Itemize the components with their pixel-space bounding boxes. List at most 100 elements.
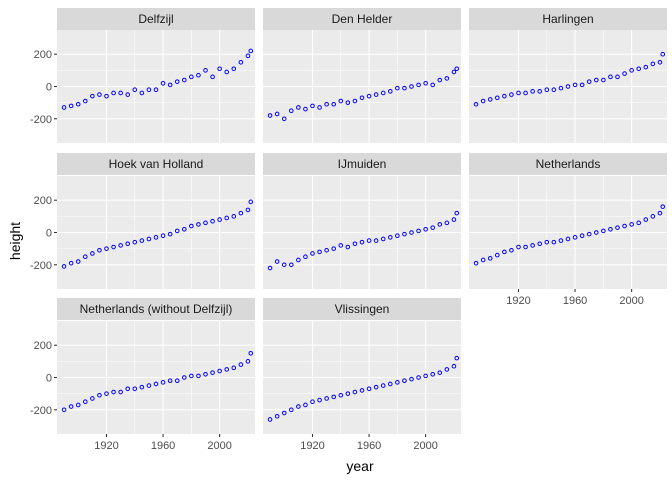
data-point [267, 113, 273, 118]
data-point [551, 87, 557, 93]
data-point [444, 76, 450, 81]
data-point [395, 233, 400, 239]
x-tick-label: 1960 [563, 295, 587, 307]
data-point [387, 235, 393, 240]
data-point [494, 95, 500, 101]
data-point [238, 362, 244, 367]
data-point [430, 371, 436, 377]
facet-strip-label: IJmuiden [338, 157, 387, 171]
data-point [537, 241, 543, 247]
data-point [437, 222, 443, 227]
data-point [281, 262, 287, 268]
data-point [82, 399, 88, 405]
facet-strip [57, 153, 255, 175]
facet-strip [469, 153, 667, 175]
facet-strip [263, 298, 461, 320]
data-point [416, 375, 421, 380]
data-point [636, 66, 642, 72]
data-point [274, 413, 280, 419]
data-point [593, 230, 599, 235]
data-point [380, 90, 386, 96]
data-point [487, 97, 493, 102]
data-point [238, 210, 244, 216]
data-point [303, 254, 308, 260]
x-tick-label: 1920 [506, 295, 530, 307]
data-point [487, 256, 493, 261]
y-tick-label: -200 [30, 405, 52, 417]
data-point [274, 111, 280, 117]
facet-strip-label: Den Helder [332, 12, 393, 26]
facet-strip-label: Hoek van Holland [109, 157, 204, 171]
facet-panel: Hoek van Holland [57, 153, 255, 289]
data-point [523, 244, 528, 250]
data-point [643, 217, 649, 222]
data-point [139, 384, 145, 390]
data-point [331, 101, 337, 107]
data-point [111, 389, 116, 395]
data-point [437, 77, 443, 83]
data-point [409, 84, 414, 89]
data-point [75, 259, 81, 264]
data-point [139, 238, 145, 243]
data-point [523, 90, 528, 96]
data-point [210, 218, 215, 224]
data-point [608, 74, 613, 80]
data-point [373, 92, 379, 97]
facet-panel: Delfzijl [57, 8, 255, 143]
data-point [111, 90, 116, 96]
data-point [153, 235, 159, 240]
data-point [352, 241, 358, 247]
data-point [231, 365, 237, 371]
data-point [544, 87, 550, 93]
data-point [565, 84, 571, 89]
data-point [90, 396, 95, 401]
data-point [395, 85, 400, 91]
data-point [366, 386, 372, 392]
data-point [331, 246, 337, 251]
data-point [146, 236, 152, 242]
data-point [586, 79, 592, 84]
data-point [288, 407, 294, 413]
y-tick-label: 200 [34, 195, 52, 207]
data-point [68, 404, 74, 409]
data-point [593, 77, 599, 83]
facet-panel: Netherlands [469, 153, 667, 289]
data-point [650, 214, 656, 219]
data-point [544, 239, 550, 245]
data-point [248, 199, 254, 205]
data-point [338, 243, 344, 248]
facet-panel: Den Helder [263, 8, 461, 143]
data-point [210, 74, 215, 80]
data-point [153, 381, 159, 387]
data-point [104, 246, 109, 251]
data-point [615, 225, 620, 230]
data-point [579, 82, 585, 88]
y-axis-title: height [7, 222, 23, 260]
data-point [454, 355, 460, 361]
data-point [437, 370, 443, 375]
data-point [530, 243, 535, 248]
data-point [622, 71, 627, 76]
data-point [615, 74, 620, 80]
data-point [310, 103, 315, 109]
data-point [366, 93, 372, 99]
data-point [248, 350, 254, 356]
data-point [189, 373, 194, 379]
data-point [82, 254, 88, 260]
data-point [274, 259, 280, 264]
data-point [359, 388, 365, 393]
data-point [281, 410, 287, 416]
data-point [317, 105, 322, 110]
data-point [387, 89, 393, 94]
data-point [203, 371, 208, 377]
data-point [224, 215, 230, 221]
data-point [551, 239, 557, 245]
data-point [502, 93, 507, 99]
data-point [146, 383, 152, 388]
y-tick-label: 0 [46, 228, 52, 240]
data-point [181, 226, 187, 232]
data-point [160, 233, 166, 239]
data-point [288, 108, 294, 114]
data-point [167, 231, 173, 237]
data-point [324, 101, 329, 107]
